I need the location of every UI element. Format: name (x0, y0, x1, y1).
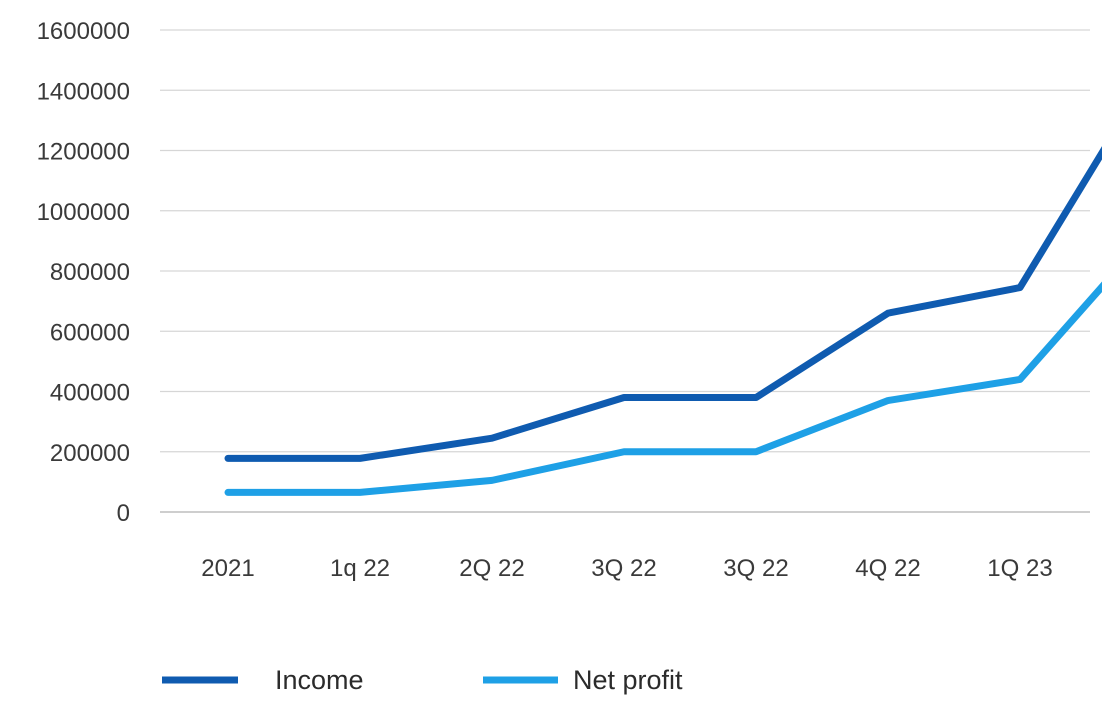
x-tick-label: 4Q 22 (855, 555, 920, 582)
series-line-income (224, 146, 1102, 462)
x-tick-label: 1Q 23 (987, 555, 1052, 582)
y-tick-label: 0 (117, 500, 130, 527)
legend-label-net-profit: Net profit (573, 665, 683, 695)
x-tick-label: 2Q 22 (459, 555, 524, 582)
y-tick-label: 1400000 (37, 78, 130, 105)
legend-label-income: Income (275, 665, 364, 695)
series-line-net-profit (224, 281, 1102, 496)
y-tick-label: 1000000 (37, 199, 130, 226)
x-tick-label: 3Q 22 (591, 555, 656, 582)
y-tick-label: 1600000 (37, 18, 130, 45)
y-tick-label: 400000 (50, 380, 130, 407)
x-tick-label: 3Q 22 (723, 555, 788, 582)
y-tick-label: 800000 (50, 259, 130, 286)
x-tick-label: 2021 (201, 555, 254, 582)
y-axis: 0 200000 400000 600000 800000 1000000 1200000 1… (37, 18, 130, 527)
series-lines (224, 146, 1102, 496)
legend: Income Net profit (162, 665, 683, 695)
y-tick-label: 600000 (50, 319, 130, 346)
x-tick-label: 1q 22 (330, 555, 390, 582)
y-tick-label: 200000 (50, 440, 130, 467)
gridlines (160, 29, 1090, 513)
y-tick-label: 1200000 (37, 139, 130, 166)
